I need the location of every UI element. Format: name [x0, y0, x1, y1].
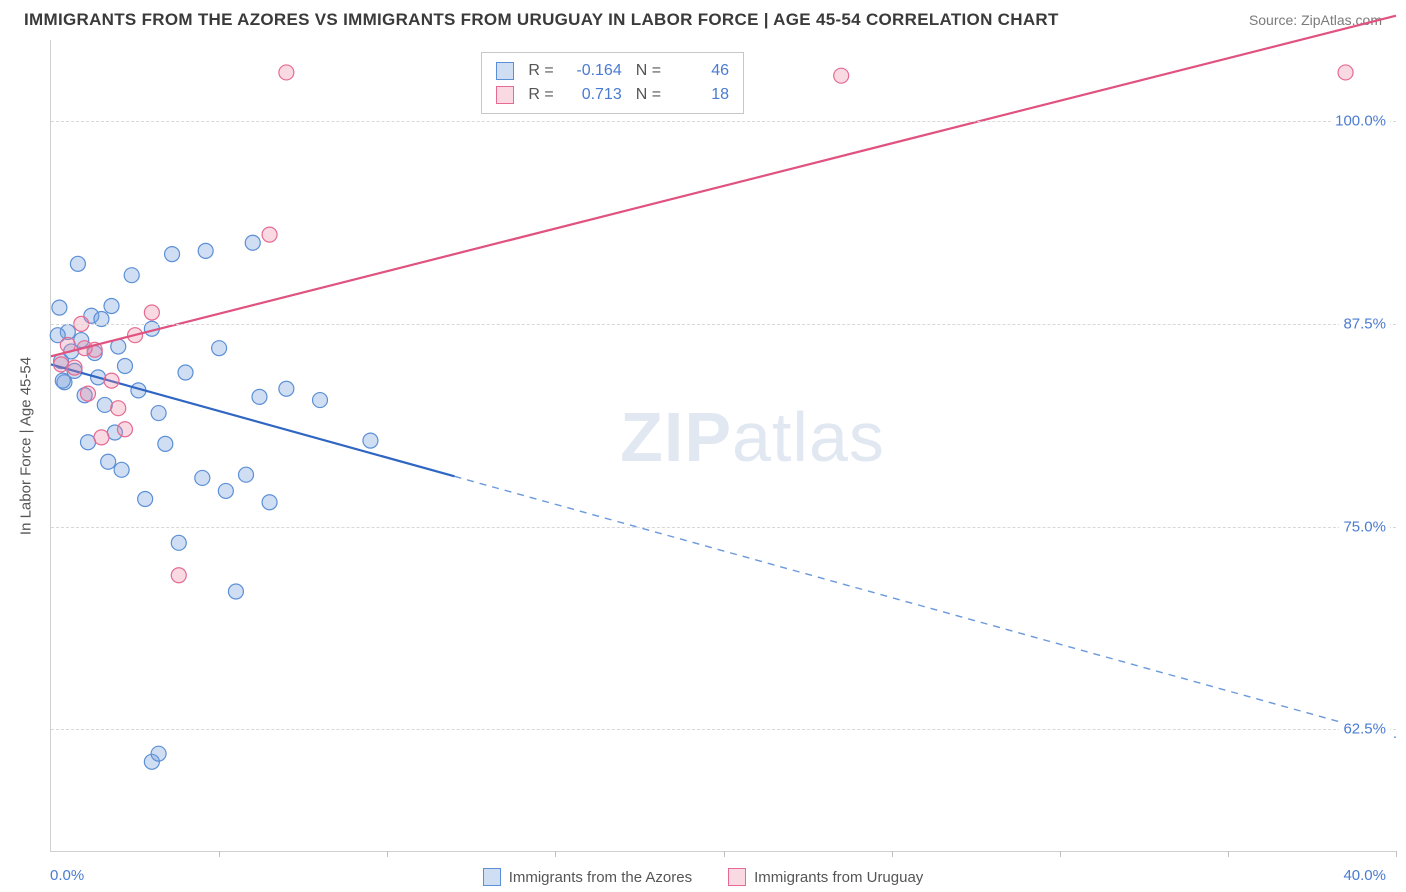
- scatter-point-azores: [97, 397, 112, 412]
- scatter-point-azores: [138, 492, 153, 507]
- y-tick-label: 75.0%: [1339, 518, 1390, 535]
- scatter-point-azores: [279, 381, 294, 396]
- scatter-point-azores: [313, 393, 328, 408]
- scatter-point-uruguay: [80, 386, 95, 401]
- scatter-point-azores: [262, 495, 277, 510]
- x-tick-mark: [1396, 851, 1397, 857]
- y-tick-label: 100.0%: [1331, 113, 1390, 130]
- chart-source: Source: ZipAtlas.com: [1249, 12, 1382, 28]
- scatter-point-azores: [195, 470, 210, 485]
- scatter-point-uruguay: [104, 373, 119, 388]
- x-tick-mark: [1228, 851, 1229, 857]
- scatter-point-azores: [239, 467, 254, 482]
- gridline-h: [51, 527, 1396, 528]
- chart-header: IMMIGRANTS FROM THE AZORES VS IMMIGRANTS…: [0, 0, 1406, 36]
- regression-line-dashed-azores: [455, 476, 1397, 737]
- x-tick-mark: [724, 851, 725, 857]
- scatter-point-azores: [151, 746, 166, 761]
- x-tick-mark: [1060, 851, 1061, 857]
- gridline-h: [51, 121, 1396, 122]
- scatter-point-uruguay: [94, 430, 109, 445]
- scatter-point-azores: [165, 247, 180, 262]
- scatter-point-uruguay: [262, 227, 277, 242]
- scatter-point-azores: [80, 435, 95, 450]
- y-axis-label: In Labor Force | Age 45-54: [17, 357, 34, 535]
- x-tick-mark: [219, 851, 220, 857]
- correlation-legend-box: R =-0.164N =46R =0.713N =18: [481, 52, 744, 114]
- series-legend: Immigrants from the Azores Immigrants fro…: [0, 868, 1406, 886]
- corr-row-azores: R =-0.164N =46: [496, 59, 729, 83]
- scatter-point-azores: [70, 256, 85, 271]
- scatter-point-azores: [212, 341, 227, 356]
- scatter-point-azores: [124, 268, 139, 283]
- scatter-point-azores: [104, 299, 119, 314]
- scatter-point-uruguay: [111, 401, 126, 416]
- scatter-point-azores: [218, 483, 233, 498]
- legend-label-azores: Immigrants from the Azores: [509, 869, 692, 886]
- scatter-point-uruguay: [279, 65, 294, 80]
- gridline-h: [51, 729, 1396, 730]
- y-tick-label: 62.5%: [1339, 721, 1390, 738]
- swatch-azores: [496, 62, 514, 80]
- x-tick-mark: [387, 851, 388, 857]
- scatter-point-azores: [101, 454, 116, 469]
- scatter-point-uruguay: [1338, 65, 1353, 80]
- corr-row-uruguay: R =0.713N =18: [496, 83, 729, 107]
- scatter-point-azores: [151, 406, 166, 421]
- scatter-point-azores: [178, 365, 193, 380]
- legend-swatch-azores: [483, 868, 501, 886]
- x-tick-mark: [555, 851, 556, 857]
- scatter-point-azores: [158, 436, 173, 451]
- gridline-h: [51, 324, 1396, 325]
- scatter-point-azores: [55, 373, 70, 388]
- scatter-point-azores: [117, 359, 132, 374]
- chart-plot-area: R =-0.164N =46R =0.713N =18 ZIPatlas 62.…: [50, 40, 1396, 852]
- scatter-point-uruguay: [144, 305, 159, 320]
- scatter-point-azores: [114, 462, 129, 477]
- scatter-point-uruguay: [54, 357, 69, 372]
- x-tick-mark: [892, 851, 893, 857]
- y-tick-label: 87.5%: [1339, 315, 1390, 332]
- scatter-point-azores: [52, 300, 67, 315]
- scatter-point-azores: [198, 243, 213, 258]
- scatter-point-azores: [252, 389, 267, 404]
- legend-item-uruguay: Immigrants from Uruguay: [728, 868, 923, 886]
- chart-title: IMMIGRANTS FROM THE AZORES VS IMMIGRANTS…: [24, 10, 1059, 30]
- scatter-point-azores: [171, 535, 186, 550]
- legend-swatch-uruguay: [728, 868, 746, 886]
- scatter-point-uruguay: [171, 568, 186, 583]
- swatch-uruguay: [496, 86, 514, 104]
- scatter-point-uruguay: [117, 422, 132, 437]
- legend-item-azores: Immigrants from the Azores: [483, 868, 692, 886]
- scatter-point-azores: [363, 433, 378, 448]
- scatter-point-uruguay: [67, 360, 82, 375]
- scatter-point-azores: [245, 235, 260, 250]
- scatter-point-azores: [228, 584, 243, 599]
- scatter-point-uruguay: [834, 68, 849, 83]
- legend-label-uruguay: Immigrants from Uruguay: [754, 869, 923, 886]
